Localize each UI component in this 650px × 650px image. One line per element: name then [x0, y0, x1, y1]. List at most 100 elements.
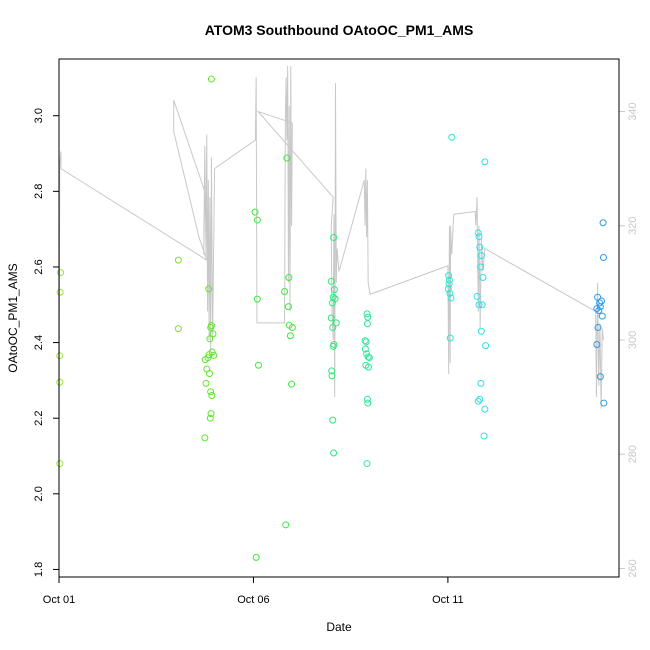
data-point — [329, 416, 337, 424]
data-point — [474, 397, 482, 405]
y-tick-label: 3.0 — [33, 108, 45, 123]
data-point — [56, 288, 64, 296]
data-point — [593, 340, 601, 348]
x-tick-label: Oct 11 — [432, 594, 464, 606]
data-point — [207, 410, 215, 418]
data-point — [282, 521, 290, 529]
data-point — [206, 414, 214, 422]
data-point — [363, 310, 371, 318]
y-tick-label: 1.8 — [33, 562, 45, 577]
data-point — [364, 399, 372, 407]
data-point — [174, 256, 182, 264]
x-tick-label: Oct 06 — [237, 594, 269, 606]
data-point — [477, 379, 485, 387]
data-point — [330, 233, 338, 241]
data-point — [251, 208, 259, 216]
chart-title: ATOM3 Southbound OAtoOC_PM1_AMS — [205, 22, 474, 38]
data-point — [446, 289, 454, 297]
data-point — [208, 348, 216, 356]
data-point — [329, 293, 337, 301]
x-tick-label: Oct 01 — [43, 594, 75, 606]
data-point — [593, 305, 601, 313]
data-point — [255, 361, 262, 369]
data-point — [481, 158, 489, 166]
data-point — [445, 272, 453, 280]
data-point — [328, 372, 336, 380]
data-point — [480, 432, 488, 440]
data-point — [362, 338, 370, 346]
data-point — [201, 434, 209, 442]
data-point — [207, 75, 215, 83]
data-point — [446, 334, 454, 342]
y2-tick-label: 260 — [627, 559, 639, 577]
data-point — [477, 327, 485, 335]
data-point — [331, 295, 339, 303]
data-point — [475, 301, 483, 309]
data-point — [479, 274, 487, 282]
data-point — [445, 280, 453, 288]
data-point — [252, 553, 260, 561]
data-point — [253, 216, 261, 224]
data-point — [365, 363, 373, 371]
data-point — [206, 370, 213, 378]
data-point — [329, 323, 337, 331]
data-point — [330, 286, 338, 294]
data-point — [206, 335, 214, 343]
data-point — [363, 395, 371, 403]
y2-tick-label: 280 — [627, 445, 639, 463]
data-point — [477, 263, 485, 271]
data-point — [481, 405, 489, 413]
x-axis-label: Date — [326, 620, 352, 634]
data-point — [288, 380, 296, 388]
data-point — [363, 460, 371, 468]
data-point — [596, 299, 604, 307]
data-point — [448, 133, 456, 141]
data-point — [600, 399, 608, 407]
data-point — [327, 277, 335, 285]
data-point — [445, 276, 453, 284]
secondary-series-line — [58, 65, 604, 455]
data-point — [57, 269, 65, 277]
data-point — [174, 325, 182, 333]
plot-frame — [58, 58, 620, 578]
y2-tick-label: 340 — [627, 102, 639, 120]
y-tick-label: 2.2 — [33, 411, 45, 426]
data-point — [284, 303, 292, 311]
data-point — [207, 322, 215, 330]
data-point — [283, 154, 291, 162]
data-point — [286, 332, 294, 340]
data-point — [56, 460, 64, 468]
data-point — [328, 367, 336, 375]
y-tick-label: 2.0 — [33, 486, 45, 501]
y-tick-label: 2.8 — [33, 184, 45, 199]
data-point — [209, 330, 217, 338]
y-axis-label: OAtoOC_PM1_AMS — [6, 263, 20, 372]
data-point — [365, 354, 373, 362]
data-points — [56, 75, 608, 561]
data-point — [478, 301, 486, 309]
y2-tick-label: 320 — [627, 217, 639, 235]
data-point — [361, 337, 369, 345]
data-point — [596, 373, 604, 381]
data-point — [364, 353, 372, 361]
data-point — [599, 254, 607, 261]
series-line — [58, 65, 604, 455]
data-point — [208, 392, 216, 400]
data-point — [210, 351, 218, 359]
data-point — [288, 323, 296, 331]
data-point — [594, 323, 602, 331]
data-point — [596, 303, 604, 311]
data-point — [473, 292, 481, 300]
data-point — [474, 229, 482, 237]
data-point — [204, 354, 212, 362]
data-point — [444, 285, 452, 293]
y2-tick-label: 300 — [627, 331, 639, 349]
data-point — [329, 342, 337, 350]
data-point — [202, 379, 210, 387]
data-point — [207, 388, 215, 396]
data-point — [477, 252, 485, 260]
y-tick-label: 2.6 — [33, 259, 45, 274]
data-point — [598, 312, 606, 320]
